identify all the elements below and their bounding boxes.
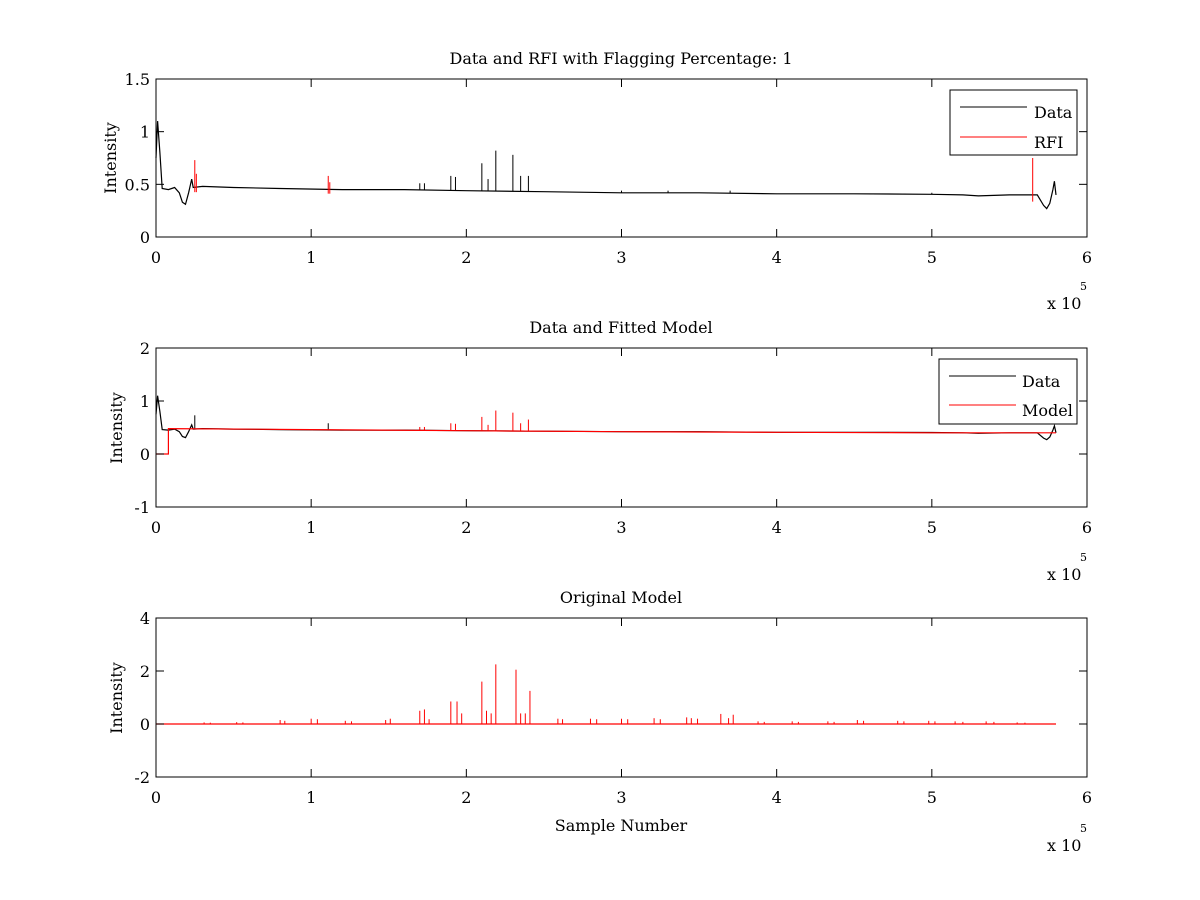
subplot-3-xtick-label-1: 1: [306, 788, 316, 807]
subplot-2-x-multiplier-exponent: 5: [1080, 551, 1087, 564]
subplot-1-ytick-label-2: 1: [140, 123, 150, 142]
subplot-3-xtick-label-2: 2: [461, 788, 471, 807]
subplot-2-title: Data and Fitted Model: [529, 318, 712, 337]
subplot-2-xtick-label-2: 2: [461, 518, 471, 537]
subplot-2-ylabel: Intensity: [107, 392, 126, 464]
subplot-1-x-axis: 0 1 2 3 4 5 6: [151, 79, 1092, 267]
subplot-1-series-data-line: [155, 121, 1057, 210]
subplot-1-legend-label-rfi: RFI: [1034, 133, 1063, 152]
subplot-1-legend: Data RFI: [949, 89, 1078, 156]
subplot-3-xtick-label-6: 6: [1082, 788, 1092, 807]
subplot-1-ytick-label-1: 0.5: [125, 175, 150, 194]
subplot-1-xtick-label-0: 0: [151, 248, 161, 267]
subplot-1-legend-box: [949, 89, 1078, 156]
subplot-2-series-model-line: [156, 427, 1056, 455]
subplot-1-x-multiplier-base: x 10: [1047, 294, 1081, 313]
subplot-3-ytick-label-2: 2: [140, 662, 150, 681]
subplot-1-ytick-label-3: 1.5: [125, 70, 150, 89]
subplot-1-x-multiplier: x 10 5: [1047, 280, 1087, 313]
subplot-1-x-multiplier-exponent: 5: [1080, 280, 1087, 293]
subplot-2-marks: [155, 395, 1057, 455]
subplot-3-ytick-label-1: 0: [140, 715, 150, 734]
subplot-2-x-multiplier-base: x 10: [1047, 565, 1081, 584]
subplot-2-ytick-label-1: 0: [140, 445, 150, 464]
subplot-3-xtick-label-4: 4: [772, 788, 782, 807]
subplot-2-ytick-label-2: 1: [140, 392, 150, 411]
subplot-2-x-axis: 0 1 2 3 4 5 6: [151, 348, 1092, 537]
subplot-2-ytick-label-3: 2: [140, 339, 150, 358]
subplot-2-legend-label-model: Model: [1022, 401, 1073, 420]
subplot-3-ylabel: Intensity: [107, 662, 126, 734]
subplot-3-xtick-label-3: 3: [616, 788, 626, 807]
subplot-2-plot-area: [155, 347, 1088, 508]
subplot-3-plot-area: [155, 617, 1088, 778]
subplot-1-xtick-label-2: 2: [461, 248, 471, 267]
subplot-2-xtick-label-0: 0: [151, 518, 161, 537]
subplot-2-legend: Data Model: [938, 358, 1078, 425]
subplot-1-xtick-label-3: 3: [616, 248, 626, 267]
subplot-3-ytick-label-3: 4: [140, 609, 150, 628]
subplot-3-ytick-label-0: -2: [134, 768, 150, 787]
subplot-2-xtick-label-3: 3: [616, 518, 626, 537]
subplot-3-x-multiplier-base: x 10: [1047, 836, 1081, 855]
subplot-1-xtick-label-1: 1: [306, 248, 316, 267]
subplot-2-legend-box: [938, 358, 1078, 425]
subplot-1-xtick-label-4: 4: [772, 248, 782, 267]
subplot-2-xtick-label-4: 4: [772, 518, 782, 537]
subplot-1-plot-area: [155, 78, 1088, 238]
subplot-1-ylabel: Intensity: [101, 122, 120, 194]
subplot-2-xtick-label-6: 6: [1082, 518, 1092, 537]
subplot-1-xtick-label-5: 5: [927, 248, 937, 267]
subplot-3-xlabel: Sample Number: [555, 816, 688, 835]
subplot-2-legend-label-data: Data: [1022, 372, 1061, 391]
subplot-3-marks: [156, 664, 1056, 725]
subplot-3-xtick-label-5: 5: [927, 788, 937, 807]
subplot-1: Data and RFI with Flagging Percentage: 1…: [101, 49, 1092, 313]
subplot-1-marks: [155, 121, 1057, 210]
subplot-3-x-multiplier-exponent: 5: [1080, 822, 1087, 835]
subplot-1-xtick-label-6: 6: [1082, 248, 1092, 267]
subplot-3-x-axis: 0 1 2 3 4 5 6: [151, 618, 1092, 807]
subplot-2-xtick-label-5: 5: [927, 518, 937, 537]
subplot-1-ytick-label-0: 0: [140, 228, 150, 247]
subplot-3-title: Original Model: [560, 588, 682, 607]
subplot-1-title: Data and RFI with Flagging Percentage: 1: [449, 49, 792, 68]
subplot-3-xtick-label-0: 0: [151, 788, 161, 807]
subplot-2-x-multiplier: x 10 5: [1047, 551, 1087, 584]
subplot-1-legend-label-data: Data: [1034, 103, 1073, 122]
subplot-2-ytick-label-0: -1: [134, 498, 150, 517]
subplot-2-xtick-label-1: 1: [306, 518, 316, 537]
subplot-3-y-axis: -2 0 2 4: [134, 609, 1087, 787]
subplot-1-y-axis: 0 0.5 1 1.5: [125, 70, 1087, 247]
subplot-2-y-axis: -1 0 1 2: [134, 339, 1087, 517]
subplot-3-x-multiplier: x 10 5: [1047, 822, 1087, 855]
